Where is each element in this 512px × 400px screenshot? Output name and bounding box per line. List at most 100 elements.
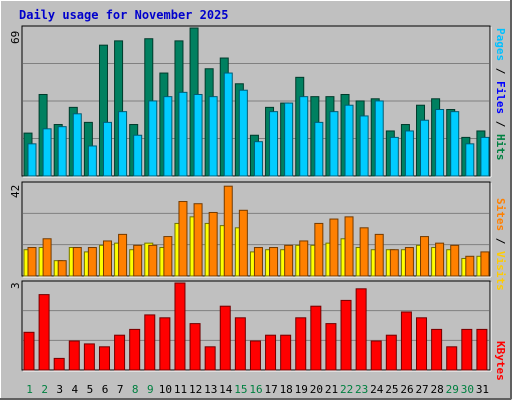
legend-hits-files-pages: Pages / Files / Hits: [494, 28, 507, 161]
bar-sites-day-23: [359, 227, 369, 277]
x-tick-label: 12: [188, 383, 203, 396]
bar-kbytes-day-15: [234, 317, 246, 371]
bar-files-day-22: [344, 104, 354, 177]
x-tick-label: 23: [355, 383, 369, 396]
bar-kbytes-day-23: [355, 288, 367, 371]
bar-kbytes-day-30: [461, 328, 473, 371]
bar-kbytes-day-19: [295, 317, 307, 371]
legend-entry: Visits: [494, 251, 507, 291]
bar-sites-day-24: [374, 233, 384, 277]
bar-sites-day-8: [133, 244, 143, 277]
bar-sites-day-28: [435, 242, 445, 277]
bar-files-day-10: [163, 96, 173, 177]
x-tick-label: 6: [101, 383, 109, 396]
y-max-label: 42: [9, 184, 22, 198]
bar-sites-day-5: [87, 247, 97, 277]
bar-sites-day-26: [404, 247, 414, 277]
bar-kbytes-day-5: [83, 343, 95, 371]
x-tick-label: 31: [475, 383, 490, 396]
legend-entry: /: [494, 61, 507, 81]
bar-kbytes-day-7: [114, 334, 126, 371]
bar-sites-day-1: [27, 247, 37, 277]
bar-files-day-2: [42, 128, 52, 177]
bar-kbytes-day-17: [265, 334, 277, 371]
bar-files-day-17: [269, 111, 279, 177]
bar-files-day-5: [87, 145, 97, 177]
bar-kbytes-day-31: [476, 328, 488, 371]
legend-entry: KBytes: [494, 341, 507, 381]
bar-files-day-7: [118, 111, 128, 177]
x-tick-label: 21: [324, 383, 339, 396]
legend-entry: /: [494, 114, 507, 134]
x-tick-label: 25: [385, 383, 399, 396]
legend-entry: Hits: [494, 134, 507, 161]
bar-sites-day-16: [253, 247, 263, 277]
bar-sites-day-17: [269, 247, 279, 277]
bar-files-day-13: [208, 96, 218, 177]
bar-sites-day-10: [163, 236, 173, 277]
bar-kbytes-day-18: [280, 334, 292, 371]
x-tick-label: 10: [158, 383, 173, 396]
x-tick-label: 20: [309, 383, 323, 396]
bar-kbytes-day-4: [68, 340, 80, 371]
x-tick-label: 15: [234, 383, 248, 396]
x-tick-label: 3: [56, 383, 64, 396]
x-tick-label: 18: [279, 383, 293, 396]
bar-kbytes-day-2: [38, 294, 50, 371]
bar-files-day-18: [284, 102, 294, 177]
bar-kbytes-day-27: [416, 317, 428, 371]
bar-files-day-14: [223, 72, 233, 177]
bar-files-day-6: [102, 121, 112, 177]
bar-sites-day-13: [208, 211, 218, 277]
bar-files-day-1: [27, 143, 37, 177]
bar-files-day-31: [480, 136, 490, 177]
bar-kbytes-day-12: [189, 323, 201, 371]
bar-sites-day-21: [329, 218, 339, 277]
y-max-label: 3: [9, 282, 22, 289]
bar-kbytes-day-21: [325, 323, 337, 371]
x-tick-label: 26: [400, 383, 414, 396]
bar-sites-day-9: [148, 244, 158, 277]
bar-kbytes-day-11: [174, 282, 186, 371]
bar-sites-day-15: [238, 209, 248, 277]
bar-files-day-20: [314, 121, 324, 177]
bar-sites-day-30: [465, 255, 475, 277]
x-tick-label: 1: [26, 383, 33, 396]
x-tick-label: 11: [173, 383, 188, 396]
bar-files-day-15: [238, 89, 248, 177]
bar-kbytes-day-16: [249, 340, 261, 371]
legend-kbytes: KBytes: [494, 341, 507, 381]
bar-sites-day-25: [389, 249, 399, 277]
legend-entry: Files: [494, 81, 507, 115]
x-tick-label: 27: [415, 383, 429, 396]
x-tick-label: 24: [370, 383, 384, 396]
x-tick-label: 2: [41, 383, 48, 396]
bar-files-day-16: [253, 141, 263, 177]
bar-files-day-24: [374, 100, 384, 177]
bar-files-day-27: [420, 119, 430, 177]
bar-kbytes-day-13: [204, 346, 216, 371]
bar-kbytes-day-24: [370, 340, 382, 371]
x-tick-label: 14: [219, 383, 233, 396]
x-tick-label: 19: [294, 383, 308, 396]
bar-sites-day-2: [42, 238, 52, 277]
x-tick-label: 9: [147, 383, 154, 396]
x-tick-label: 16: [249, 383, 263, 396]
chart-title: Daily usage for November 2025: [19, 8, 229, 22]
bar-kbytes-day-3: [53, 357, 65, 371]
bar-files-day-30: [465, 143, 475, 177]
bar-kbytes-day-26: [400, 311, 412, 371]
legend-visits-sites: Sites / Visits: [494, 198, 507, 291]
bar-kbytes-day-14: [219, 305, 231, 371]
legend-entry: Sites: [494, 198, 507, 232]
bar-files-day-23: [359, 115, 369, 177]
bar-sites-day-18: [284, 244, 294, 277]
x-tick-label: 30: [460, 383, 474, 396]
bar-kbytes-day-29: [446, 346, 458, 371]
bar-sites-day-31: [480, 251, 490, 277]
bar-kbytes-day-25: [385, 334, 397, 371]
bar-kbytes-day-22: [340, 299, 352, 371]
bar-sites-day-14: [223, 185, 233, 277]
bar-files-day-9: [148, 100, 158, 177]
